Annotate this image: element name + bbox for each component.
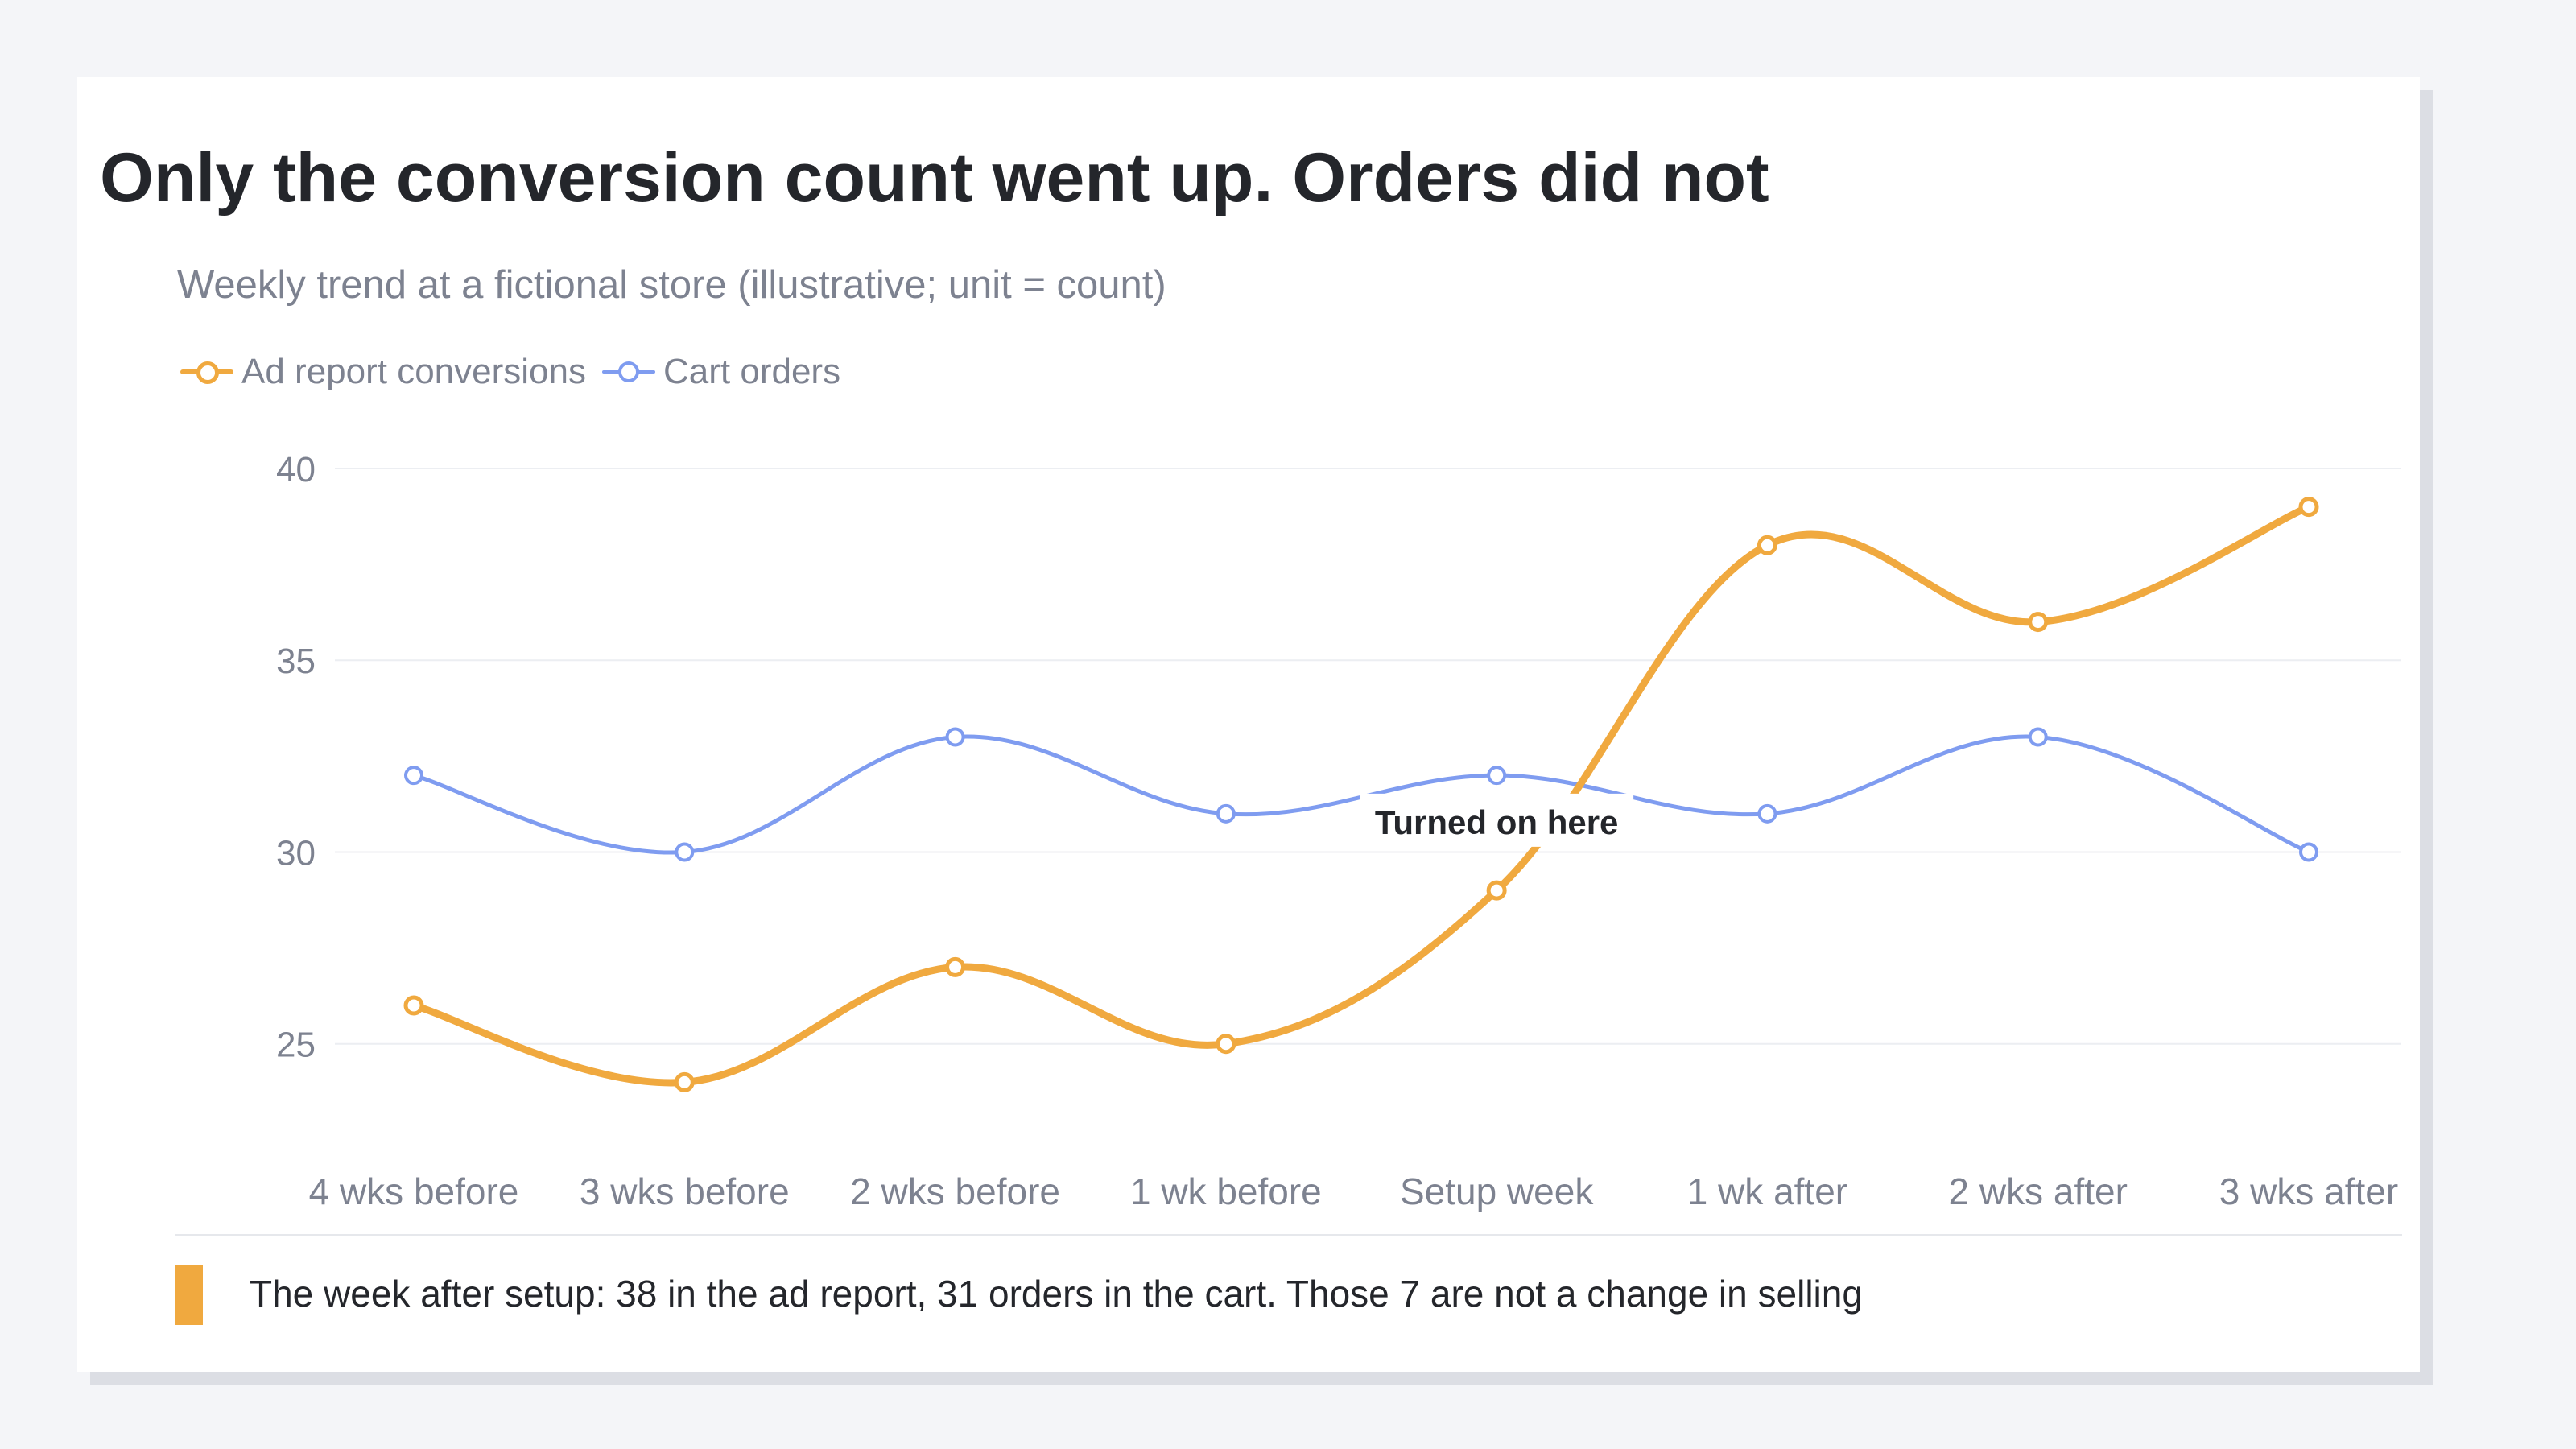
chart-card — [77, 77, 2420, 1372]
x-tick-label: 2 wks before — [850, 1170, 1060, 1212]
data-point-conversions — [1216, 1034, 1236, 1055]
chart-subtitle: Weekly trend at a fictional store (illus… — [177, 263, 1166, 307]
series-line-orders — [411, 734, 2311, 855]
data-point-orders — [2028, 727, 2048, 747]
legend-item-conversions[interactable]: Ad report conversions — [180, 352, 586, 392]
y-tick-label: 30 — [276, 833, 316, 873]
data-point-conversions — [2298, 497, 2319, 518]
data-point-orders — [945, 727, 965, 747]
x-tick-label: 1 wk before — [1130, 1170, 1322, 1212]
x-tick-label: 2 wks after — [1949, 1170, 2128, 1212]
series-line-conversions — [410, 503, 2313, 1087]
data-point-orders — [1757, 803, 1777, 824]
x-tick-label: 3 wks after — [2219, 1170, 2398, 1212]
legend-label-orders: Cart orders — [663, 352, 841, 391]
legend-item-orders[interactable]: Cart orders — [602, 352, 840, 392]
legend-swatch-orders — [602, 360, 655, 384]
y-tick-label: 35 — [276, 642, 316, 681]
data-point-orders — [2299, 842, 2318, 862]
annotation-label: Turned on here — [1375, 803, 1619, 841]
data-point-conversions — [2028, 612, 2049, 633]
data-point-conversions — [945, 956, 966, 977]
data-point-orders — [1216, 803, 1236, 824]
x-tick-label: 1 wk after — [1687, 1170, 1847, 1212]
legend-label-conversions: Ad report conversions — [242, 352, 586, 391]
data-point-conversions — [1486, 880, 1507, 901]
x-tick-label: Setup week — [1400, 1170, 1594, 1212]
legend-swatch-conversions — [180, 360, 233, 384]
x-tick-label: 3 wks before — [580, 1170, 790, 1212]
y-tick-label: 25 — [276, 1026, 316, 1065]
y-tick-label: 40 — [276, 450, 316, 489]
x-tick-label: 4 wks before — [309, 1170, 519, 1212]
data-point-conversions — [1757, 535, 1777, 555]
chart-legend: Ad report conversions Cart orders — [180, 348, 857, 396]
data-point-conversions — [674, 1071, 695, 1092]
footer-divider — [175, 1234, 2402, 1236]
data-point-orders — [404, 766, 423, 786]
annotation-background — [1360, 793, 1634, 847]
data-point-orders — [1487, 766, 1507, 786]
chart-title: Only the conversion count went up. Order… — [100, 139, 1769, 217]
data-point-orders — [675, 842, 695, 862]
note-accent-bar — [175, 1265, 203, 1325]
data-point-conversions — [403, 995, 424, 1016]
footnote: The week after setup: 38 in the ad repor… — [250, 1273, 1863, 1315]
